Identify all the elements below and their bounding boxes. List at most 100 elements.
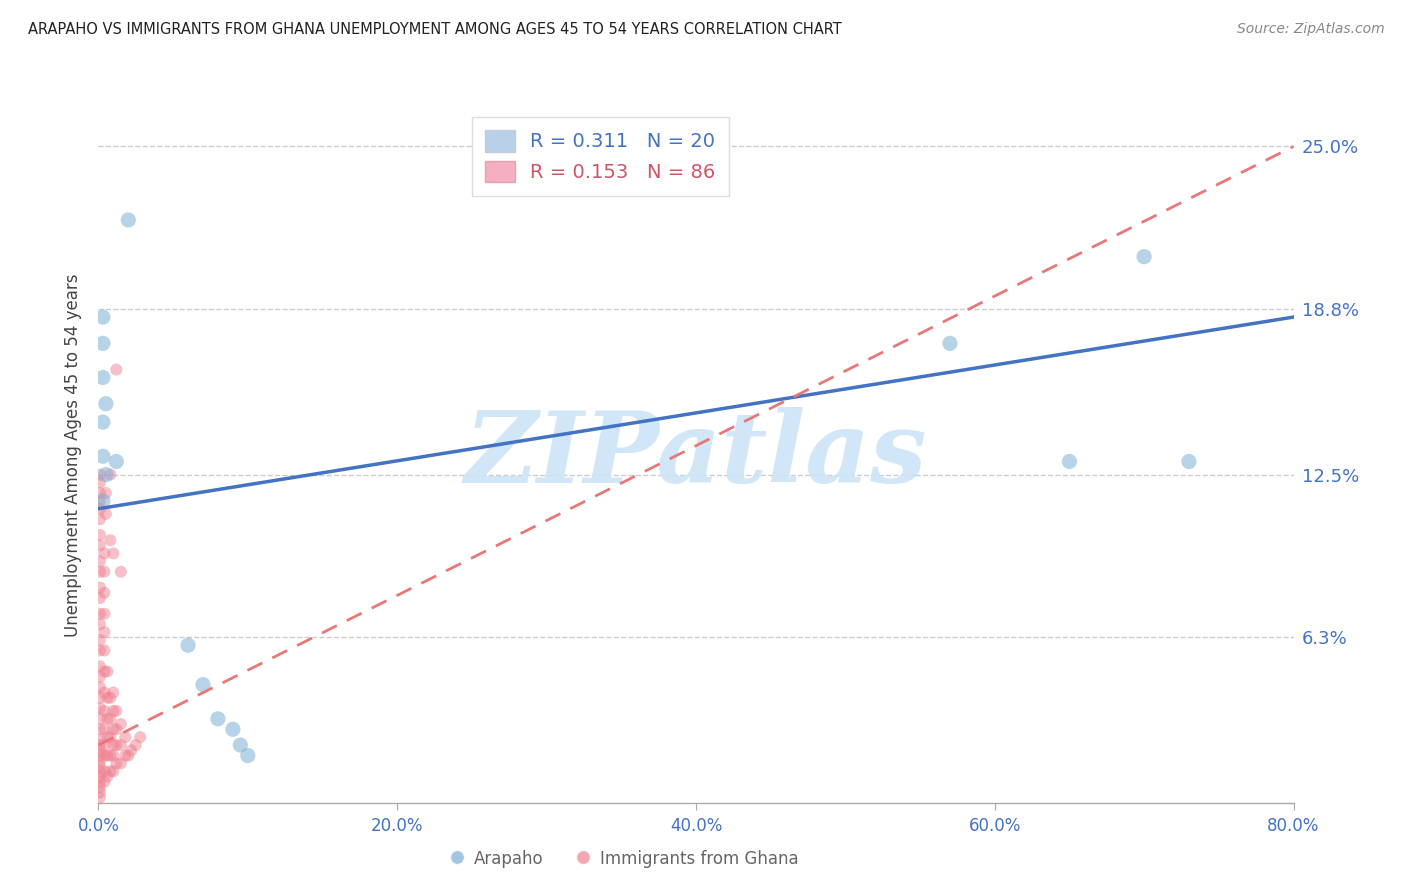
Point	[89, 701, 111, 715]
Point	[91, 494, 114, 508]
Point	[93, 738, 115, 752]
Point	[96, 730, 118, 744]
Point	[207, 712, 229, 726]
Point	[103, 738, 125, 752]
Point	[105, 362, 128, 376]
Point	[105, 704, 128, 718]
Point	[89, 565, 111, 579]
Point	[94, 486, 117, 500]
Point	[94, 397, 117, 411]
Point	[1133, 250, 1156, 264]
Point	[89, 774, 111, 789]
Point	[93, 565, 115, 579]
Text: ARAPAHO VS IMMIGRANTS FROM GHANA UNEMPLOYMENT AMONG AGES 45 TO 54 YEARS CORRELAT: ARAPAHO VS IMMIGRANTS FROM GHANA UNEMPLO…	[28, 22, 842, 37]
Point	[89, 743, 111, 757]
Point	[103, 704, 125, 718]
Point	[103, 748, 125, 763]
Point	[93, 748, 115, 763]
Point	[89, 659, 111, 673]
Point	[93, 774, 115, 789]
Point	[89, 607, 111, 621]
Point	[100, 690, 122, 705]
Point	[191, 678, 214, 692]
Point	[93, 723, 115, 737]
Point	[89, 539, 111, 553]
Point	[89, 790, 111, 805]
Point	[93, 586, 115, 600]
Point	[103, 685, 125, 699]
Point	[1178, 454, 1201, 468]
Point	[93, 704, 115, 718]
Point	[89, 680, 111, 694]
Point	[91, 310, 114, 324]
Point	[93, 546, 115, 560]
Point	[105, 738, 128, 752]
Point	[100, 764, 122, 779]
Point	[89, 581, 111, 595]
Y-axis label: Unemployment Among Ages 45 to 54 years: Unemployment Among Ages 45 to 54 years	[65, 273, 83, 637]
Point	[129, 730, 152, 744]
Point	[100, 467, 122, 482]
Point	[89, 643, 111, 657]
Point	[89, 764, 111, 779]
Point	[89, 754, 111, 768]
Text: ZIPatlas: ZIPatlas	[465, 407, 927, 503]
Point	[93, 685, 115, 699]
Point	[93, 625, 115, 640]
Point	[114, 730, 136, 744]
Point	[89, 467, 111, 482]
Point	[110, 738, 132, 752]
Point	[103, 546, 125, 560]
Point	[89, 617, 111, 632]
Point	[117, 213, 139, 227]
Point	[89, 748, 111, 763]
Point	[94, 507, 117, 521]
Point	[89, 780, 111, 794]
Point	[103, 764, 125, 779]
Point	[89, 732, 111, 747]
Point	[177, 638, 200, 652]
Point	[89, 528, 111, 542]
Point	[105, 756, 128, 771]
Point	[96, 770, 118, 784]
Point	[91, 370, 114, 384]
Point	[105, 723, 128, 737]
Point	[89, 712, 111, 726]
Text: Source: ZipAtlas.com: Source: ZipAtlas.com	[1237, 22, 1385, 37]
Point	[939, 336, 962, 351]
Point	[89, 759, 111, 773]
Point	[93, 764, 115, 779]
Point	[117, 748, 139, 763]
Point	[236, 748, 259, 763]
Point	[93, 665, 115, 679]
Point	[100, 533, 122, 548]
Point	[103, 723, 125, 737]
Point	[93, 607, 115, 621]
Point	[89, 723, 111, 737]
Point	[96, 690, 118, 705]
Point	[94, 467, 117, 482]
Point	[89, 770, 111, 784]
Point	[89, 690, 111, 705]
Point	[114, 748, 136, 763]
Point	[93, 643, 115, 657]
Legend: Arapaho, Immigrants from Ghana: Arapaho, Immigrants from Ghana	[443, 843, 806, 874]
Point	[110, 756, 132, 771]
Point	[120, 743, 142, 757]
Point	[89, 494, 111, 508]
Point	[91, 415, 114, 429]
Point	[125, 738, 148, 752]
Point	[89, 486, 111, 500]
Point	[89, 554, 111, 568]
Point	[110, 565, 132, 579]
Point	[105, 454, 128, 468]
Point	[110, 717, 132, 731]
Point	[91, 336, 114, 351]
Point	[96, 665, 118, 679]
Point	[96, 748, 118, 763]
Point	[89, 670, 111, 684]
Point	[222, 723, 245, 737]
Point	[89, 785, 111, 799]
Point	[100, 730, 122, 744]
Point	[100, 748, 122, 763]
